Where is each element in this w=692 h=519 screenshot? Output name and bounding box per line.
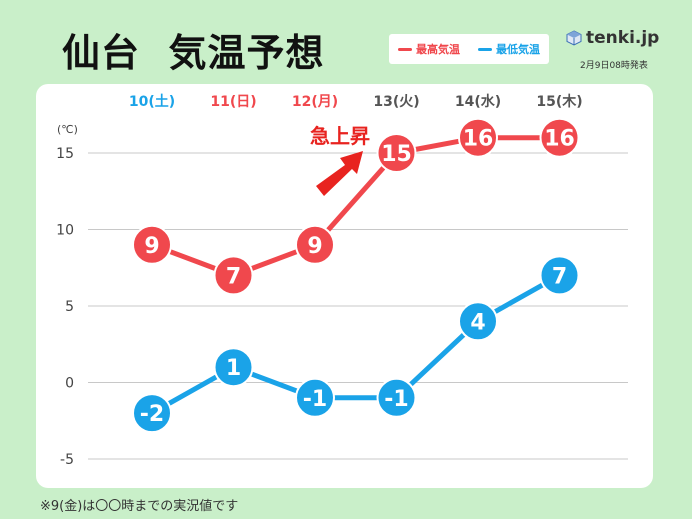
data-point-low xyxy=(132,393,172,434)
data-point-high xyxy=(132,224,172,265)
legend-swatch-low xyxy=(478,47,492,51)
data-point-high xyxy=(458,117,498,158)
data-label-low: 4 xyxy=(470,310,485,335)
data-label-low: -1 xyxy=(384,387,408,412)
y-tick-label: 10 xyxy=(56,223,74,239)
data-label-high: 9 xyxy=(144,234,159,259)
legend-label-low: 最低気温 xyxy=(496,43,540,56)
data-label-low: 1 xyxy=(226,356,241,381)
brand-logo: tenki.jp xyxy=(566,28,659,48)
data-label-high: 15 xyxy=(381,142,412,167)
data-label-low: -1 xyxy=(303,387,327,412)
data-point-low xyxy=(295,377,335,418)
x-tick-label: 15(木) xyxy=(536,93,582,110)
data-point-low xyxy=(376,377,417,418)
y-tick-label: 5 xyxy=(65,299,74,315)
annotation-label: 急上昇 xyxy=(310,124,370,148)
footnote: ※9(金)は〇〇時までの実況値です xyxy=(40,499,239,514)
y-tick-label: -5 xyxy=(60,452,74,468)
data-point-high xyxy=(295,224,335,265)
legend-label-high: 最高気温 xyxy=(416,43,460,56)
issued-time: 2月9日08時発表 xyxy=(580,61,648,71)
x-tick-label: 10(土) xyxy=(129,93,175,110)
data-label-high: 16 xyxy=(544,127,575,152)
y-tick-label: 0 xyxy=(65,376,74,392)
y-axis-unit: (℃) xyxy=(57,123,78,136)
tenki-logo-icon xyxy=(566,30,582,46)
x-tick-label: 12(月) xyxy=(292,94,338,110)
x-tick-label: 14(水) xyxy=(455,93,501,110)
y-tick-label: 15 xyxy=(56,146,74,162)
brand-name: tenki.jp xyxy=(586,28,660,48)
data-point-low xyxy=(458,301,498,342)
rise-arrow-icon xyxy=(316,151,363,196)
data-label-low: -2 xyxy=(140,402,164,427)
data-label-high: 9 xyxy=(307,234,322,259)
data-label-low: 7 xyxy=(552,264,567,289)
page-title: 仙台 気温予想 xyxy=(62,31,325,75)
data-point-high xyxy=(213,255,254,296)
series-line-low xyxy=(149,272,562,416)
data-point-low xyxy=(539,255,580,296)
legend-item-high: 最高気温 xyxy=(398,41,460,57)
x-tick-label: 13(火) xyxy=(373,94,419,110)
data-point-low xyxy=(213,347,254,388)
data-point-high xyxy=(376,133,417,173)
legend-swatch-high xyxy=(398,47,412,51)
legend-item-low: 最低気温 xyxy=(478,41,540,57)
data-label-high: 7 xyxy=(226,264,241,289)
legend: 最高気温 最低気温 xyxy=(389,34,549,64)
data-point-high xyxy=(539,117,580,158)
data-label-high: 16 xyxy=(463,127,494,152)
x-tick-label: 11(日) xyxy=(210,94,256,110)
